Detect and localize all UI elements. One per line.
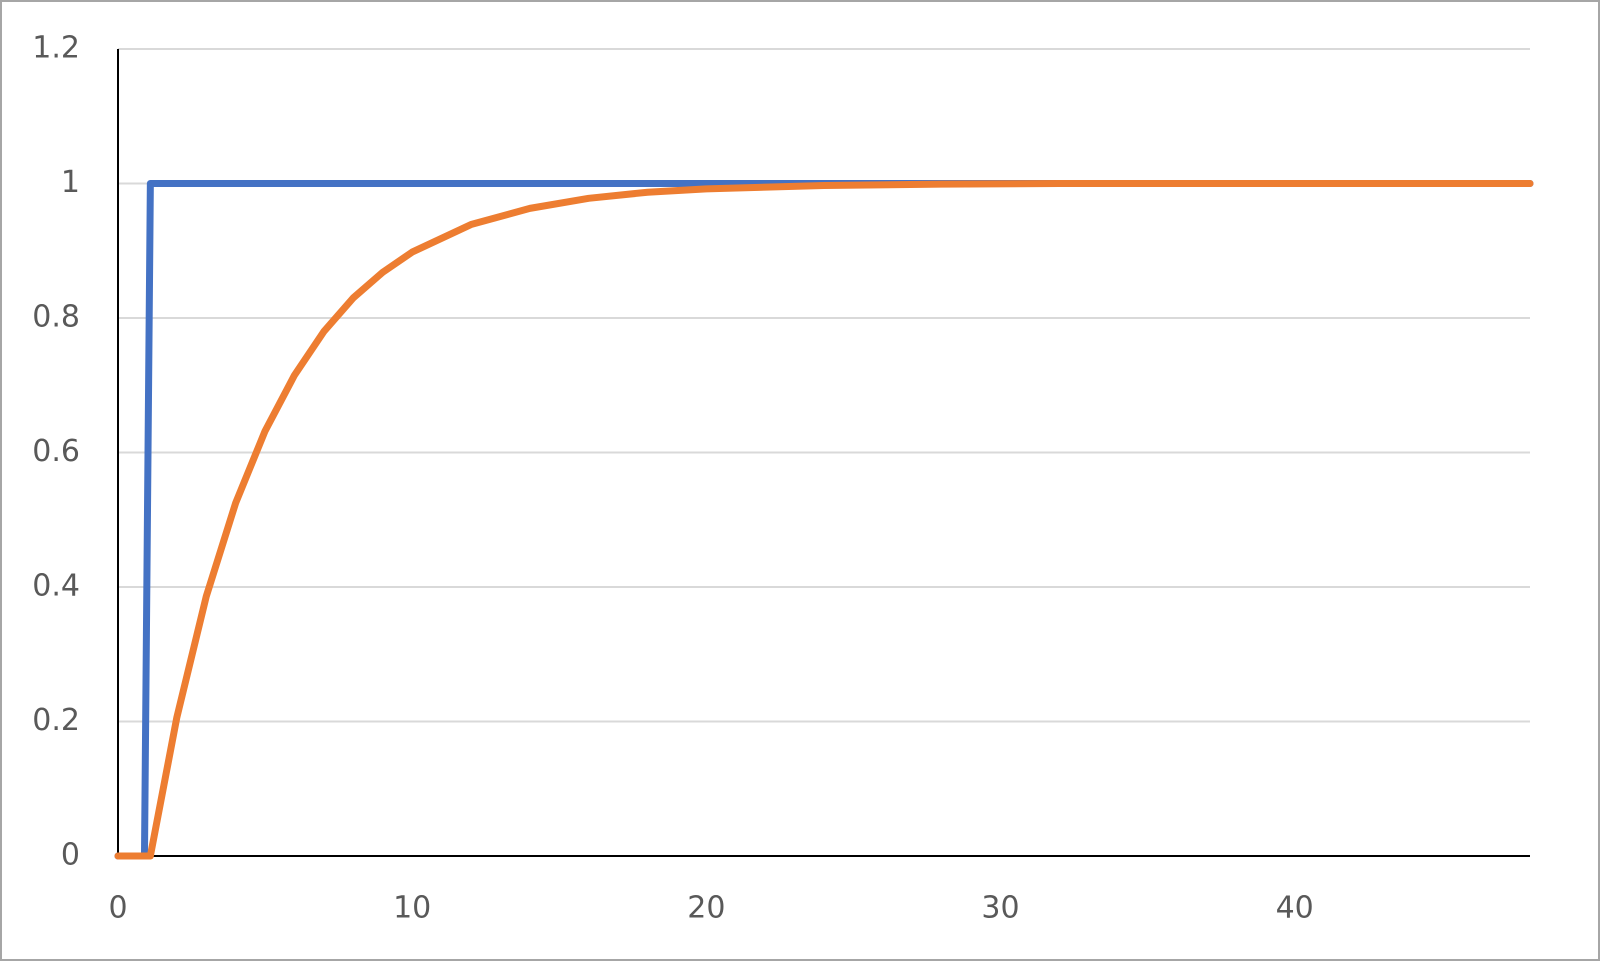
y-tick-label: 0.2 — [32, 703, 80, 738]
y-tick-label: 0.4 — [32, 569, 80, 604]
x-tick-label: 10 — [393, 891, 431, 926]
y-tick-label: 0.6 — [32, 434, 80, 469]
y-tick-label: 1 — [61, 165, 80, 200]
series-line — [114, 180, 1534, 860]
x-tick-label: 20 — [687, 891, 725, 926]
x-tick-label: 30 — [981, 891, 1019, 926]
y-tick-label: 0 — [61, 838, 80, 873]
y-tick-label: 1.2 — [32, 31, 80, 66]
y-tick-label: 0.8 — [32, 300, 80, 335]
x-tick-label: 0 — [108, 891, 127, 926]
x-tick-label: 40 — [1276, 891, 1314, 926]
